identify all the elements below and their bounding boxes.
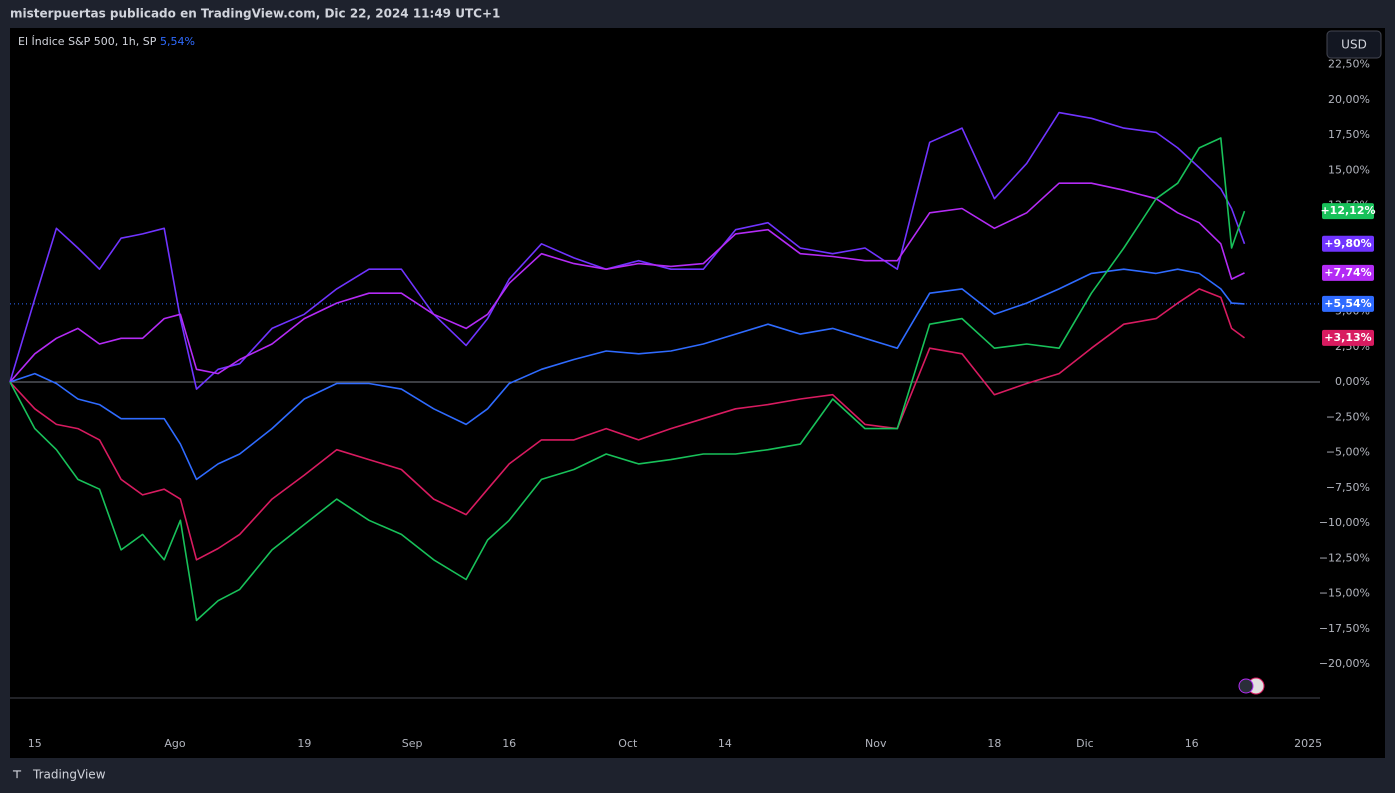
currency-button[interactable]	[1326, 30, 1382, 59]
chart-frame	[10, 28, 1385, 758]
currency-label: USD	[1341, 38, 1367, 52]
last-value-badge	[1322, 295, 1374, 312]
y-tick-label: −15,00%	[1319, 587, 1370, 600]
x-tick-label: 19	[297, 737, 311, 750]
y-tick-label: −20,00%	[1319, 657, 1370, 670]
x-tick-label: 14	[718, 737, 732, 750]
series-line	[9, 182, 1245, 383]
last-value-label: +3,13%	[1324, 331, 1371, 344]
y-tick-label: 15,00%	[1328, 163, 1370, 176]
y-tick-label: 22,50%	[1328, 58, 1370, 71]
y-tick-label: −10,00%	[1319, 516, 1370, 529]
legend-value: 5,54%	[160, 35, 195, 48]
logo-mark: ⊤	[12, 768, 22, 781]
y-tick-label: −2,50%	[1326, 410, 1370, 423]
x-tick-label: Nov	[865, 737, 887, 750]
x-tick-label: 16	[502, 737, 516, 750]
last-value-label: +7,74%	[1324, 266, 1371, 279]
footer-brand: TradingView	[32, 768, 106, 782]
last-value-label: +9,80%	[1324, 237, 1371, 250]
last-value-badge	[1322, 203, 1374, 220]
series-line	[9, 288, 1245, 561]
x-tick-label: Ago	[164, 737, 186, 750]
y-tick-label: −7,50%	[1326, 481, 1370, 494]
y-tick-label: −17,50%	[1319, 622, 1370, 635]
series-line	[9, 111, 1246, 390]
series-line	[9, 137, 1246, 622]
last-value-badge	[1322, 235, 1374, 252]
event-icon[interactable]	[1238, 678, 1254, 694]
y-tick-label: 20,00%	[1328, 93, 1370, 106]
y-tick-label: −5,00%	[1326, 446, 1370, 459]
x-tick-label: Dic	[1076, 737, 1094, 750]
x-tick-label: 18	[987, 737, 1001, 750]
x-tick-label: 2025	[1294, 737, 1322, 750]
header-title: misterpuertas publicado en TradingView.c…	[10, 7, 500, 21]
last-value-label: +12,12%	[1320, 204, 1375, 217]
x-tick-label: Sep	[402, 737, 423, 750]
y-tick-label: 0,00%	[1335, 375, 1370, 388]
legend-label: El Índice S&P 500, 1h, SP	[18, 35, 157, 48]
y-tick-label: −12,50%	[1319, 551, 1370, 564]
x-tick-label: Oct	[618, 737, 638, 750]
x-tick-label: 16	[1185, 737, 1199, 750]
last-value-badge	[1322, 329, 1374, 346]
y-tick-label: 17,50%	[1328, 128, 1370, 141]
series-line	[9, 268, 1245, 481]
x-tick-label: 15	[28, 737, 42, 750]
last-value-badge	[1322, 264, 1374, 281]
last-value-label: +5,54%	[1324, 297, 1371, 310]
